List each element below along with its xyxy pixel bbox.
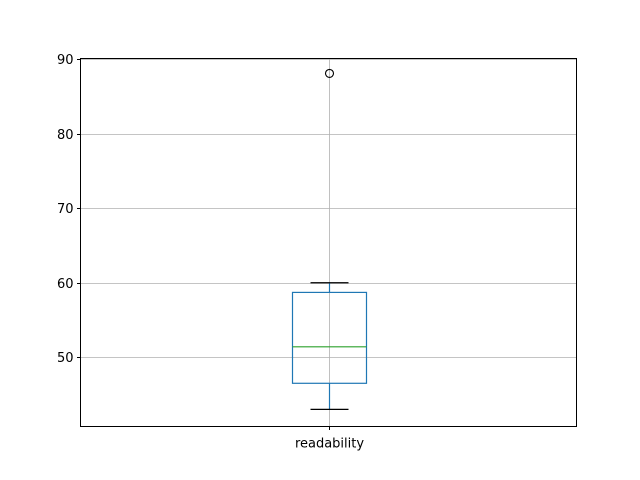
y-tick-label: 70 <box>57 202 74 217</box>
y-tick-label: 90 <box>57 53 74 68</box>
x-tick-label: readability <box>295 437 364 452</box>
plot-frame <box>80 58 577 427</box>
y-tick-label: 60 <box>57 277 74 292</box>
outlier-point <box>324 68 335 78</box>
y-tick-label: 80 <box>57 128 74 143</box>
y-axis: 50 60 70 80 90 <box>57 53 81 366</box>
x-axis: readability <box>295 426 364 452</box>
box <box>291 291 368 384</box>
grid <box>80 58 577 427</box>
box-marks <box>291 68 368 410</box>
y-tick-label: 50 <box>57 351 74 366</box>
